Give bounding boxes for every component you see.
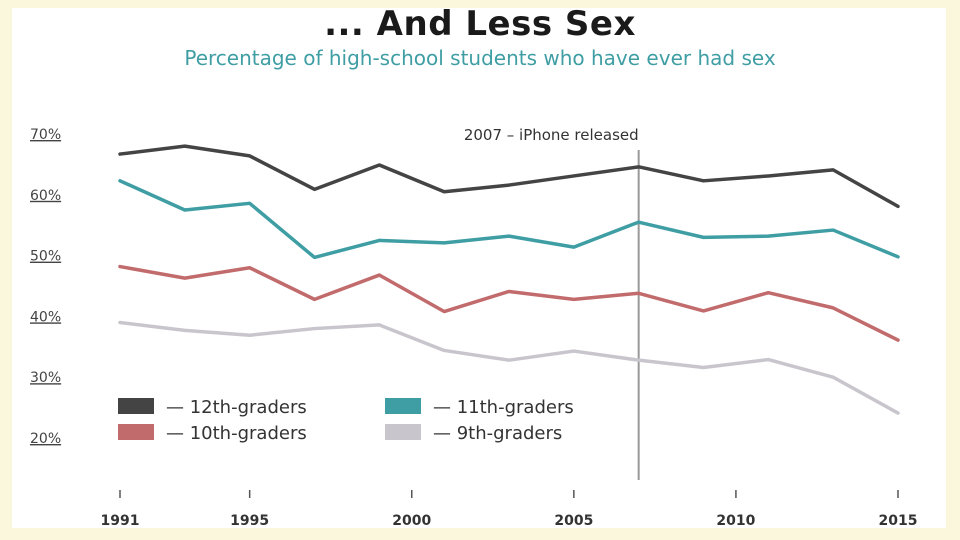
y-tick-label: 40% [30,309,61,325]
legend-swatch [385,424,421,440]
y-tick-label: 60% [30,188,61,204]
legend-swatch [118,424,154,440]
series-line-0 [118,144,900,209]
y-tick-label: 20% [30,431,61,447]
legend-label: — 9th-graders [433,423,562,444]
x-tick-label: 1991 [101,513,140,529]
series-line-2 [118,264,900,342]
y-tick-label: 50% [30,249,61,265]
legend-label: — 12th-graders [166,397,307,418]
x-tick-label: 2005 [554,513,593,529]
legend-label: — 11th-graders [433,397,574,418]
x-tick-label: 1995 [230,513,269,529]
series-line-3 [118,320,900,415]
x-tick-label: 2000 [392,513,431,529]
legend-swatch [118,398,154,414]
chart-subtitle: Percentage of high-school students who h… [184,46,776,70]
legend-label: — 10th-graders [166,423,307,444]
chart-title: ... And Less Sex [324,4,636,44]
x-tick-label: 2010 [716,513,755,529]
y-tick-label: 30% [30,370,61,386]
legend-swatch [385,398,421,414]
series-line-1 [118,179,900,260]
y-tick-label: 70% [30,127,61,143]
x-tick-label: 2015 [879,513,918,529]
iphone-release-label: 2007 – iPhone released [464,126,639,144]
chart-panel [12,8,946,528]
